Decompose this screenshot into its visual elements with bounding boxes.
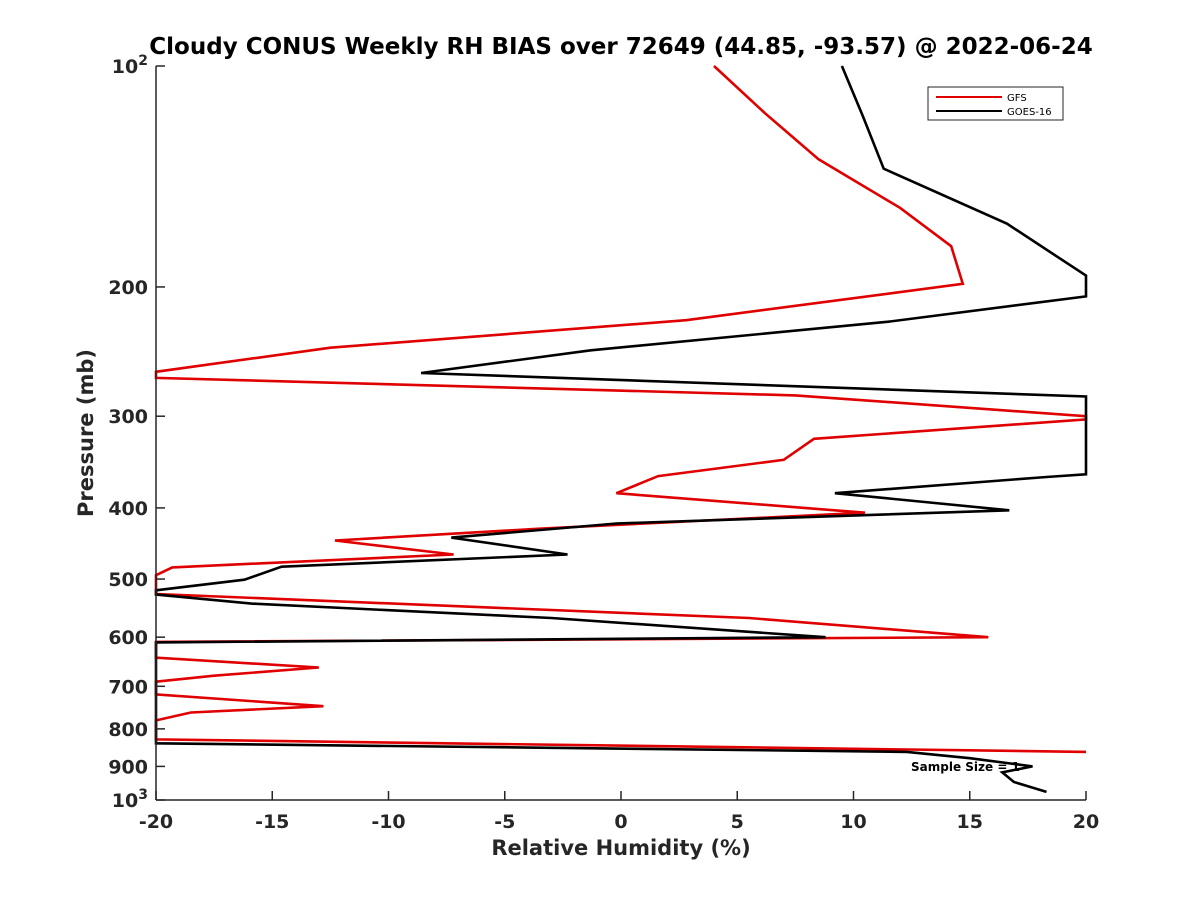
x-tick-label: 15 (957, 811, 983, 833)
chart-title: Cloudy CONUS Weekly RH BIAS over 72649 (… (149, 34, 1092, 60)
y-tick-label: 500 (108, 569, 148, 591)
y-tick-label: 300 (108, 406, 148, 428)
legend-box (927, 86, 1064, 121)
y-tick-label: 103 (112, 787, 148, 812)
y-ticks: 102 200 300 400 500 600 700 800 900 103 (108, 53, 165, 812)
x-tick-label: -20 (139, 811, 173, 833)
x-ticks: -20 -15 -10 -5 0 5 10 15 20 (139, 791, 1099, 833)
x-tick-label: -10 (371, 811, 405, 833)
y-tick-label: 102 (112, 53, 148, 78)
y-axis-label: Pressure (mb) (74, 349, 98, 517)
legend: GFS GOES-16 (927, 86, 1064, 121)
x-tick-label: 0 (614, 811, 627, 833)
y-tick-label: 700 (108, 676, 148, 698)
sample-size-annotation: Sample Size = 1 (911, 760, 1020, 774)
x-tick-label: 20 (1073, 811, 1099, 833)
x-tick-label: 5 (731, 811, 744, 833)
y-tick-label: 200 (108, 277, 148, 299)
legend-label-gfs: GFS (1007, 93, 1027, 104)
x-tick-label: -5 (494, 811, 515, 833)
legend-label-goes16: GOES-16 (1007, 107, 1052, 118)
series-line-goes16 (154, 65, 1088, 794)
y-tick-label: 900 (108, 756, 148, 778)
x-tick-label: 10 (840, 811, 866, 833)
x-tick-label: -15 (255, 811, 289, 833)
y-tick-label: 400 (108, 498, 148, 520)
x-axis-label: Relative Humidity (%) (491, 836, 750, 860)
y-tick-label: 600 (108, 627, 148, 649)
y-tick-label: 800 (108, 719, 148, 741)
